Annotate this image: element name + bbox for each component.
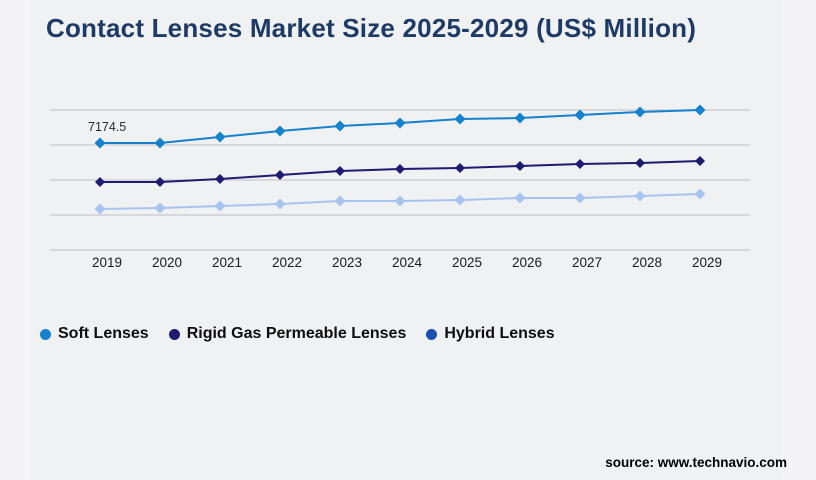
x-tick-2028: 2028 [631, 255, 663, 270]
legend-item-rigid-gas-permeable-lenses: Rigid Gas Permeable Lenses [168, 325, 407, 343]
rigid-lenses-dot-icon [168, 328, 180, 340]
x-tick-2024: 2024 [391, 255, 423, 270]
data-label-soft-2019: 7174.5 [88, 120, 127, 134]
legend-item-soft-lenses: Soft Lenses [40, 325, 149, 343]
legend-label: Rigid Gas Permeable Lenses [186, 325, 407, 342]
x-tick-2022: 2022 [271, 255, 303, 270]
x-tick-2029: 2029 [691, 255, 723, 270]
legend-item-hybrid-lenses: Hybrid Lenses [426, 325, 555, 343]
source-attribution: source: www.technavio.com [605, 455, 787, 470]
x-tick-2025: 2025 [451, 255, 483, 270]
content-background [31, 0, 781, 480]
hybrid-lenses-dot-icon [426, 328, 438, 340]
x-tick-2021: 2021 [211, 255, 243, 270]
chart-title: Contact Lenses Market Size 2025-2029 (US… [46, 13, 697, 43]
x-tick-2023: 2023 [331, 255, 363, 270]
legend-label: Soft Lenses [58, 325, 149, 342]
x-tick-2019: 2019 [91, 255, 123, 270]
x-tick-2026: 2026 [511, 255, 543, 270]
legend: Soft Lenses Rigid Gas Permeable Lenses H… [40, 325, 555, 343]
legend-label: Hybrid Lenses [444, 325, 555, 342]
x-tick-2027: 2027 [571, 255, 603, 270]
x-tick-2020: 2020 [151, 255, 183, 270]
soft-lenses-dot-icon [40, 328, 51, 340]
